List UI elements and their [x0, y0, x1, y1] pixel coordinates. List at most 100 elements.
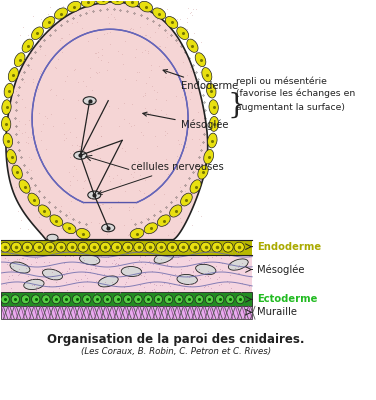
Ellipse shape [96, 0, 110, 5]
Ellipse shape [139, 1, 153, 12]
Ellipse shape [79, 254, 100, 265]
Ellipse shape [83, 295, 91, 304]
Ellipse shape [24, 279, 44, 290]
Ellipse shape [234, 242, 244, 252]
Ellipse shape [195, 53, 206, 66]
Ellipse shape [6, 150, 17, 164]
Ellipse shape [50, 215, 63, 226]
Text: (Les Coraux, B. Robin, C. Petron et C. Rives): (Les Coraux, B. Robin, C. Petron et C. R… [81, 348, 271, 356]
Ellipse shape [134, 295, 142, 304]
Text: }: } [227, 92, 245, 119]
Ellipse shape [190, 242, 200, 252]
Ellipse shape [42, 16, 55, 28]
Ellipse shape [190, 180, 201, 193]
Ellipse shape [209, 100, 218, 115]
Ellipse shape [76, 228, 90, 239]
Bar [2, 240, 252, 309]
Ellipse shape [3, 133, 12, 148]
Ellipse shape [170, 205, 182, 217]
Ellipse shape [158, 215, 170, 226]
Ellipse shape [28, 193, 39, 206]
Ellipse shape [154, 295, 162, 304]
Ellipse shape [98, 276, 118, 287]
Text: augmentant la surface): augmentant la surface) [237, 103, 345, 112]
Text: Muraille: Muraille [257, 307, 297, 317]
Ellipse shape [177, 27, 189, 40]
Ellipse shape [215, 295, 224, 304]
Ellipse shape [165, 16, 178, 28]
Ellipse shape [74, 151, 87, 159]
Ellipse shape [156, 242, 166, 252]
Ellipse shape [202, 68, 212, 82]
Ellipse shape [174, 295, 183, 304]
Ellipse shape [10, 262, 30, 273]
Ellipse shape [196, 264, 216, 275]
Bar [2, 292, 252, 306]
Ellipse shape [134, 242, 144, 252]
Ellipse shape [195, 295, 203, 304]
Ellipse shape [206, 83, 216, 98]
Ellipse shape [73, 295, 81, 304]
Text: Mésoglée: Mésoglée [257, 264, 304, 275]
Ellipse shape [68, 1, 81, 12]
Text: Mésoglée: Mésoglée [143, 112, 228, 130]
Ellipse shape [88, 191, 101, 199]
Ellipse shape [111, 242, 122, 252]
Ellipse shape [12, 165, 22, 179]
Ellipse shape [185, 295, 193, 304]
Ellipse shape [32, 295, 40, 304]
Ellipse shape [236, 295, 244, 304]
Ellipse shape [2, 116, 11, 131]
Ellipse shape [167, 242, 177, 252]
Ellipse shape [2, 100, 11, 115]
Ellipse shape [130, 228, 144, 239]
Ellipse shape [33, 242, 44, 252]
Ellipse shape [125, 0, 139, 7]
Ellipse shape [11, 242, 21, 252]
Ellipse shape [178, 242, 189, 252]
Ellipse shape [212, 242, 222, 252]
Ellipse shape [56, 242, 66, 252]
Ellipse shape [0, 242, 10, 252]
Text: Organisation de la paroi des cnidaires.: Organisation de la paroi des cnidaires. [47, 332, 305, 346]
Ellipse shape [205, 295, 214, 304]
Ellipse shape [1, 295, 9, 304]
Ellipse shape [78, 242, 88, 252]
Ellipse shape [154, 252, 174, 263]
Ellipse shape [180, 193, 192, 206]
Text: cellules nerveuses: cellules nerveuses [98, 162, 224, 194]
Ellipse shape [201, 242, 211, 252]
Text: repli ou mésentérie: repli ou mésentérie [237, 76, 327, 86]
Text: Ectoderme: Ectoderme [257, 294, 317, 304]
Bar [2, 240, 252, 255]
Text: (favorise les échanges en: (favorise les échanges en [237, 89, 356, 98]
Ellipse shape [111, 0, 124, 5]
Ellipse shape [89, 242, 99, 252]
Ellipse shape [187, 39, 198, 52]
Ellipse shape [209, 116, 219, 131]
Ellipse shape [82, 0, 95, 7]
Ellipse shape [63, 223, 76, 234]
Ellipse shape [55, 8, 67, 19]
Ellipse shape [93, 295, 101, 304]
Ellipse shape [102, 224, 115, 232]
Text: Endoderme: Endoderme [163, 70, 238, 91]
Ellipse shape [8, 68, 18, 82]
Ellipse shape [67, 242, 77, 252]
Ellipse shape [22, 242, 32, 252]
Ellipse shape [228, 259, 248, 270]
Ellipse shape [11, 295, 20, 304]
Polygon shape [32, 29, 188, 202]
Ellipse shape [153, 8, 166, 19]
Ellipse shape [45, 242, 55, 252]
Ellipse shape [113, 295, 122, 304]
Ellipse shape [19, 180, 30, 193]
Bar [2, 306, 252, 319]
Ellipse shape [208, 133, 217, 148]
Ellipse shape [144, 295, 152, 304]
Text: Endoderme: Endoderme [257, 242, 321, 252]
Ellipse shape [42, 295, 50, 304]
Ellipse shape [32, 27, 43, 40]
Ellipse shape [47, 234, 58, 241]
Ellipse shape [177, 274, 197, 284]
